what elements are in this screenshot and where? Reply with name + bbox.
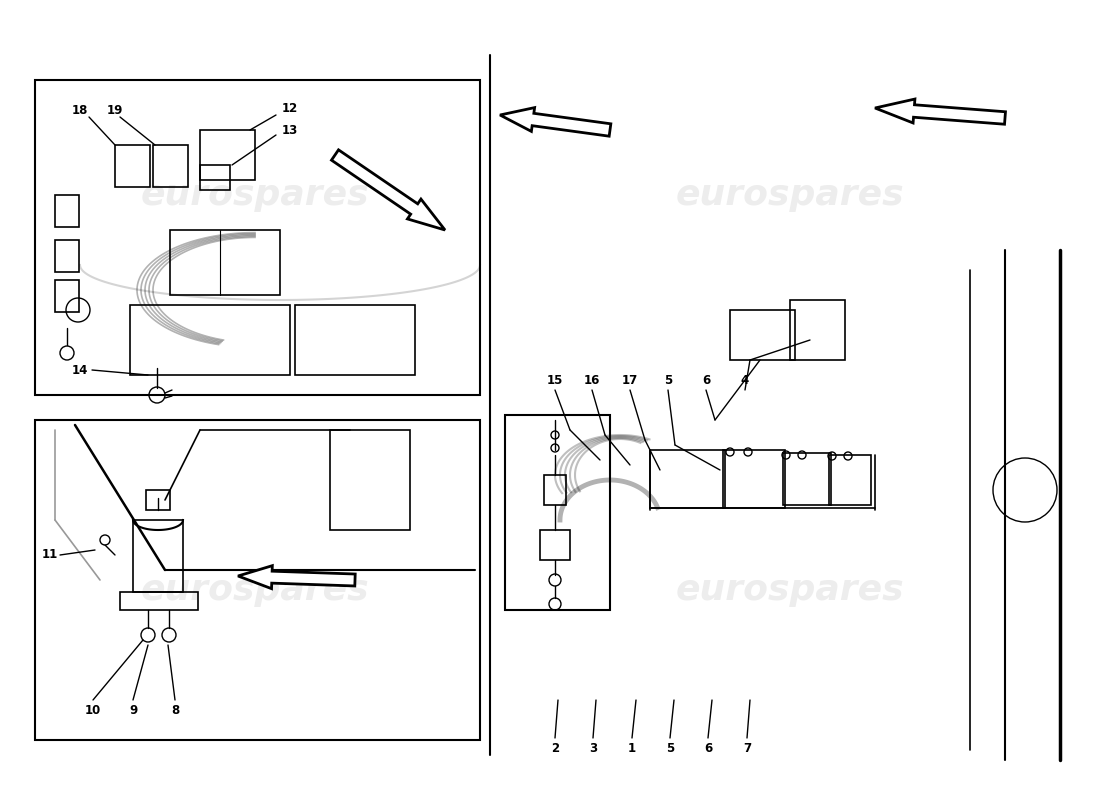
Text: 7: 7 (742, 742, 751, 754)
Text: 8: 8 (170, 703, 179, 717)
Polygon shape (874, 99, 1005, 124)
Bar (55, 240, 79, 272)
Bar (130, 305, 290, 375)
Bar (650, 450, 725, 508)
Bar (55, 280, 79, 312)
Text: 4: 4 (741, 374, 749, 386)
Bar (153, 145, 188, 187)
Text: 15: 15 (547, 374, 563, 386)
Text: 13: 13 (282, 123, 298, 137)
Bar (723, 450, 785, 508)
Text: 2: 2 (551, 742, 559, 754)
Bar (35, 420, 480, 740)
Text: 6: 6 (702, 374, 711, 386)
Text: 11: 11 (42, 549, 58, 562)
Bar (544, 475, 566, 505)
Text: 3: 3 (588, 742, 597, 754)
Polygon shape (500, 108, 610, 136)
Text: eurospares: eurospares (141, 178, 370, 212)
Bar (146, 490, 170, 510)
Bar (790, 300, 845, 360)
Bar (170, 230, 280, 295)
Text: 16: 16 (584, 374, 601, 386)
Text: eurospares: eurospares (141, 573, 370, 607)
Bar (829, 455, 871, 505)
Text: 6: 6 (704, 742, 712, 754)
Bar (295, 305, 415, 375)
Text: eurospares: eurospares (675, 573, 904, 607)
Text: 5: 5 (666, 742, 674, 754)
Bar (200, 165, 230, 190)
Bar (200, 130, 255, 180)
Bar (35, 80, 480, 395)
Text: 19: 19 (107, 103, 123, 117)
Bar (55, 195, 79, 227)
Text: 12: 12 (282, 102, 298, 114)
Bar (783, 453, 830, 505)
Bar (540, 530, 570, 560)
Bar (730, 310, 795, 360)
Text: 10: 10 (85, 703, 101, 717)
Bar (120, 592, 198, 610)
Text: 17: 17 (621, 374, 638, 386)
Bar (116, 145, 150, 187)
Polygon shape (331, 150, 446, 230)
Text: 1: 1 (628, 742, 636, 754)
Bar (330, 430, 410, 530)
Bar (505, 415, 611, 610)
Polygon shape (238, 566, 355, 589)
Text: 9: 9 (129, 703, 138, 717)
Text: eurospares: eurospares (675, 178, 904, 212)
Text: 5: 5 (664, 374, 672, 386)
Text: 14: 14 (72, 363, 88, 377)
Text: 18: 18 (72, 103, 88, 117)
Bar (133, 520, 183, 592)
